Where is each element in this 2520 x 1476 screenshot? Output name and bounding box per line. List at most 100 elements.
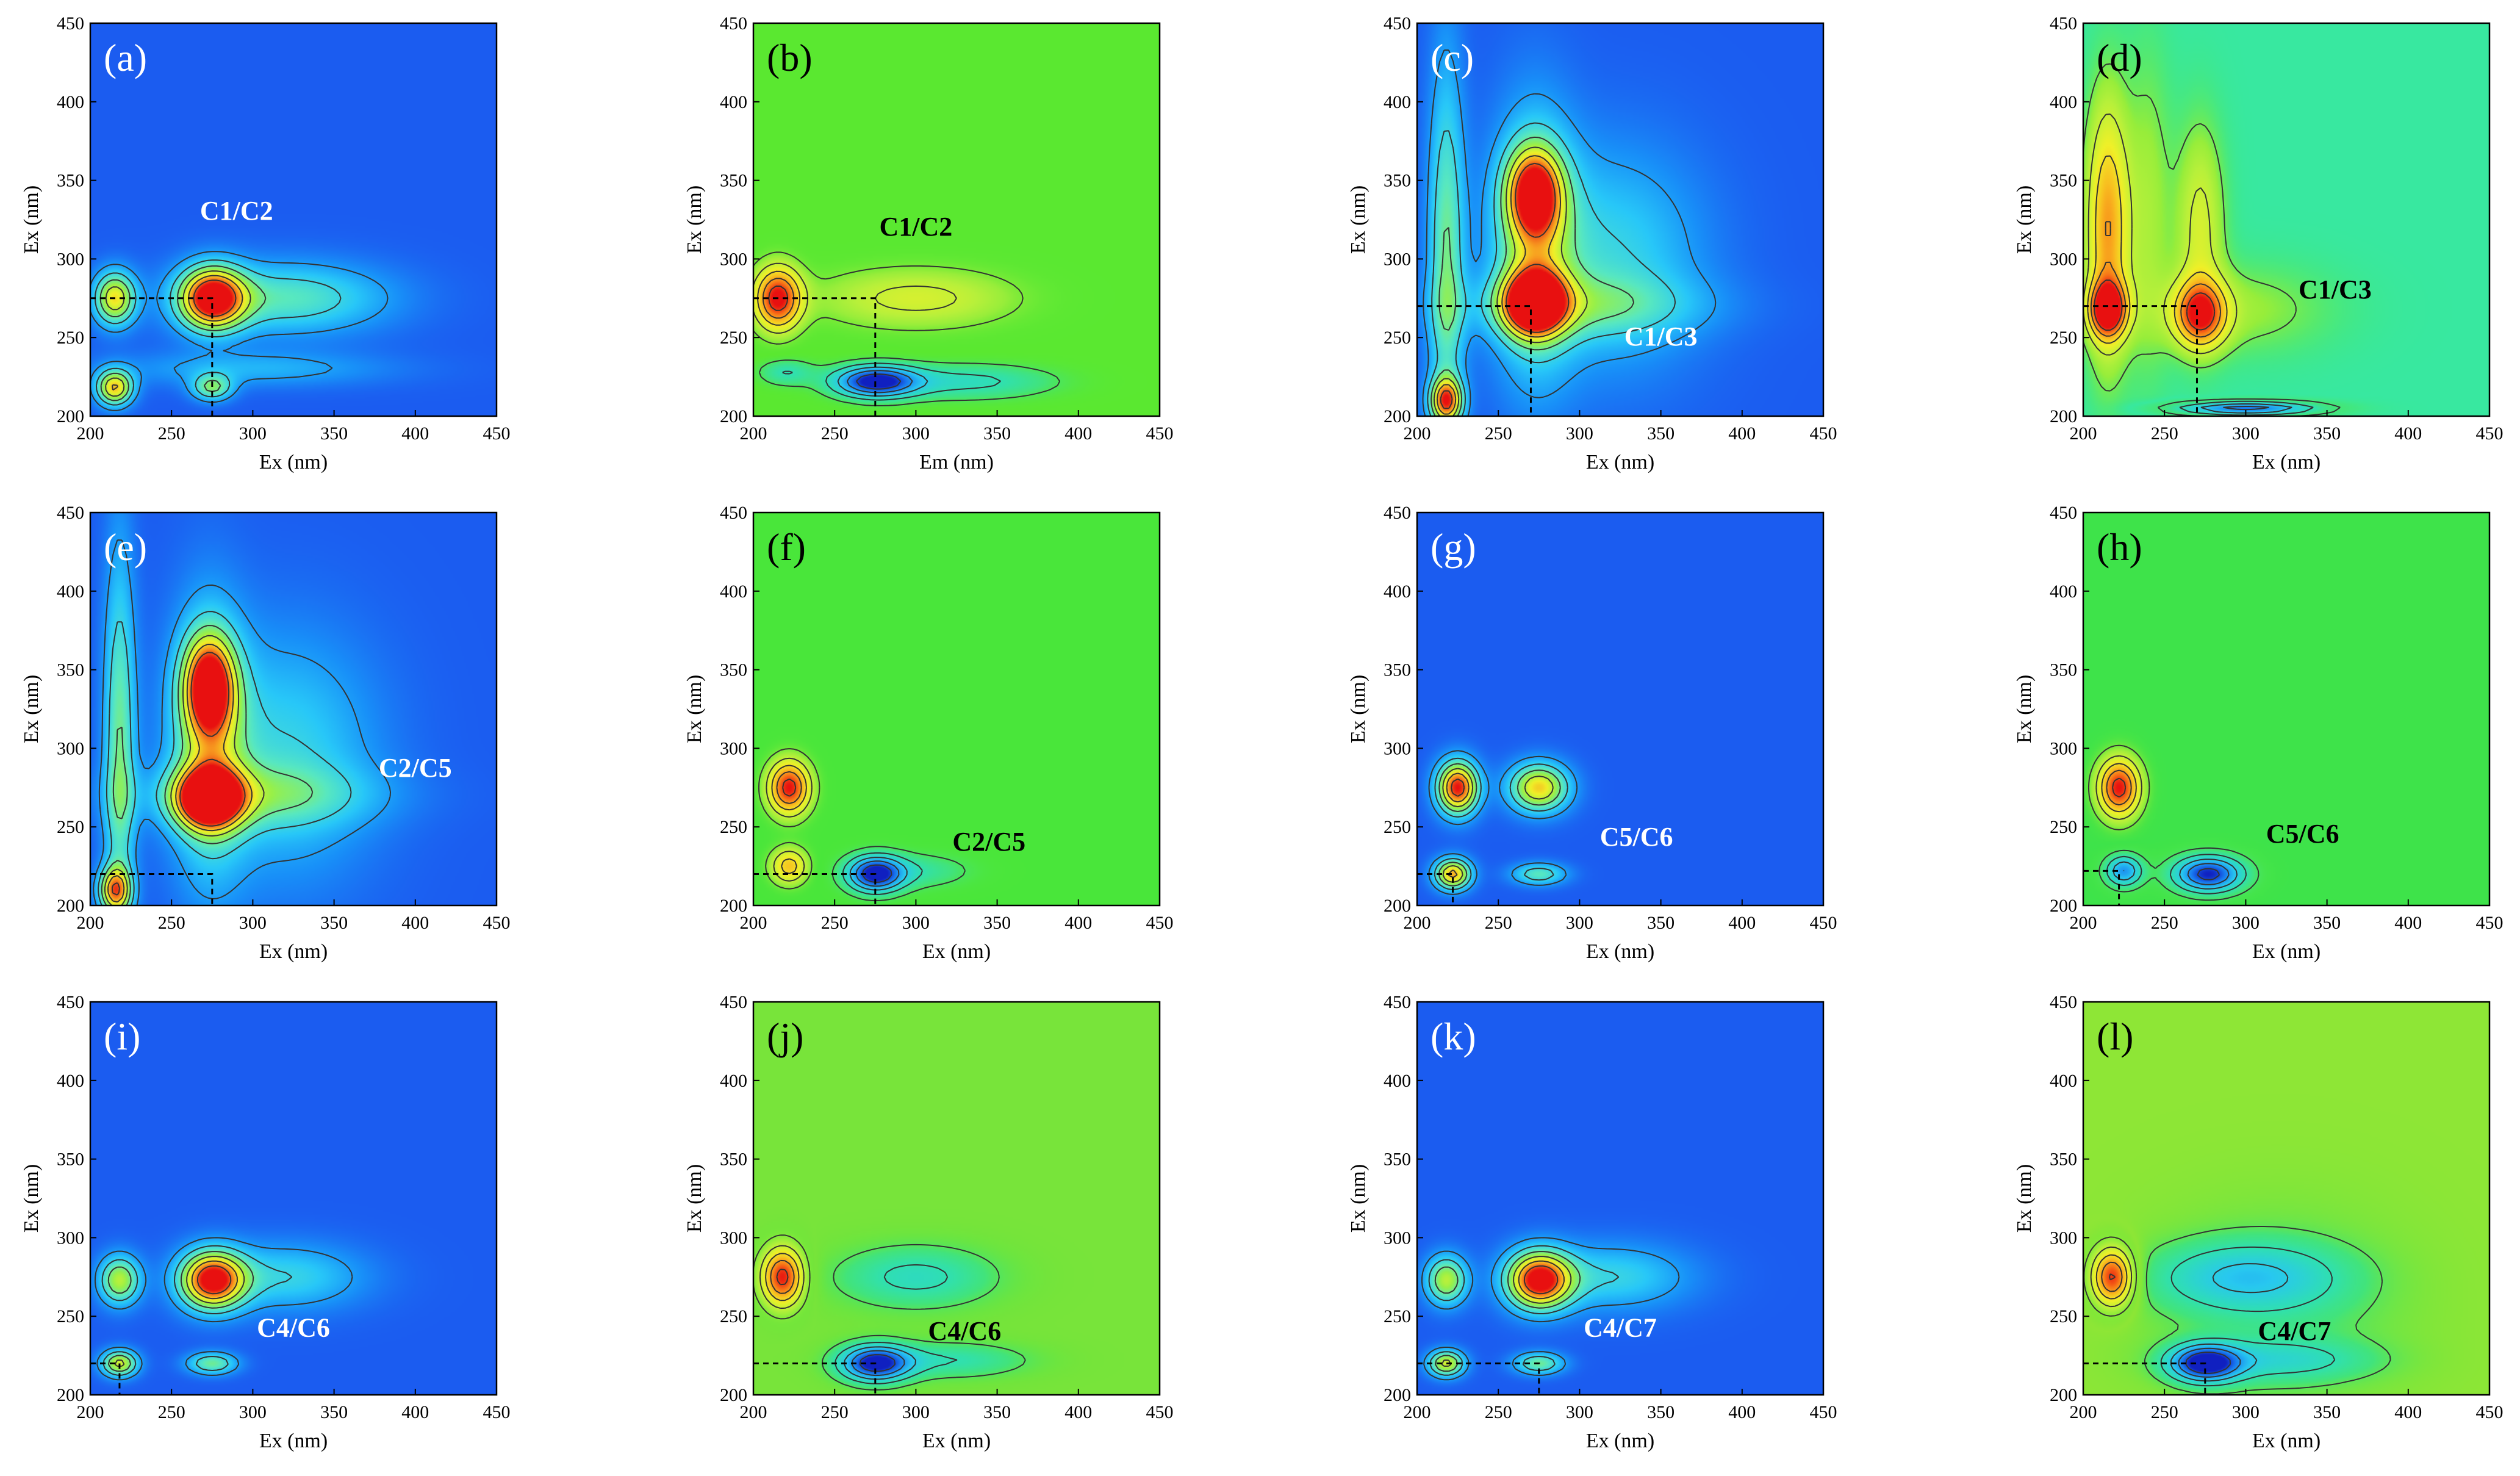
x-tick-label: 450 <box>1810 423 1837 444</box>
panel-letter: (g) <box>1431 525 1476 569</box>
y-tick-label: 450 <box>2050 992 2077 1012</box>
x-tick-label: 450 <box>2476 1402 2504 1422</box>
x-tick-label: 300 <box>2232 913 2260 933</box>
y-axis-label: Ex (nm) <box>20 675 43 743</box>
y-tick-label: 300 <box>720 249 747 269</box>
guide-line <box>1417 1362 1540 1395</box>
guide-line <box>753 1362 877 1395</box>
x-tick-label: 250 <box>1485 913 1512 933</box>
panel-f: 200 250 300 350 400 450 200 250 300 350 400 450 Ex (… <box>683 503 1174 963</box>
y-tick-label: 400 <box>57 92 84 112</box>
contour-lines <box>1422 49 1717 416</box>
component-annotation: C4/C7 <box>2258 1316 2331 1346</box>
x-tick-label: 200 <box>1404 423 1431 444</box>
x-tick-label: 250 <box>2151 423 2178 444</box>
y-tick-label: 350 <box>720 171 747 191</box>
panel-letter: (h) <box>2097 525 2142 569</box>
y-tick-label: 300 <box>1384 738 1411 758</box>
contour-lines <box>753 1234 1026 1391</box>
plot-frame <box>1416 1001 1825 1396</box>
panel-letter: (i) <box>104 1015 140 1058</box>
x-axis-label: Em (nm) <box>919 451 994 473</box>
y-tick-label: 200 <box>1384 1385 1411 1405</box>
y-axis-label: Ex (nm) <box>2013 1164 2036 1233</box>
y-axis-label: Ex (nm) <box>683 675 706 743</box>
panel-letter: (l) <box>2097 1015 2133 1058</box>
plot-frame <box>752 511 1161 907</box>
y-tick-label: 350 <box>1384 171 1411 191</box>
y-tick-label: 450 <box>57 992 84 1012</box>
panel-letter: (d) <box>2097 36 2142 79</box>
y-tick-label: 300 <box>720 738 747 758</box>
x-axis-label: Ex (nm) <box>922 1430 991 1452</box>
y-tick-label: 200 <box>720 406 747 427</box>
x-tick-label: 350 <box>320 423 348 444</box>
y-tick-label: 400 <box>720 581 747 602</box>
y-tick-label: 250 <box>1384 328 1411 348</box>
x-tick-label: 300 <box>239 913 267 933</box>
plot-frame <box>89 511 498 907</box>
y-tick-label: 450 <box>1384 13 1411 34</box>
panel-c: 200 250 300 350 400 450 200 250 300 350 400 450 Ex (… <box>1347 13 1837 473</box>
panel-d: 200 250 300 350 400 450 200 250 300 350 400 450 Ex (… <box>2013 13 2504 473</box>
y-tick-label: 400 <box>57 581 84 602</box>
y-tick-label: 200 <box>1384 896 1411 916</box>
panel-g: 200 250 300 350 400 450 200 250 300 350 400 450 Ex (… <box>1347 503 1837 963</box>
y-tick-label: 350 <box>2050 1150 2077 1170</box>
y-axis-label: Ex (nm) <box>1347 1164 1369 1233</box>
y-tick-label: 250 <box>2050 817 2077 837</box>
contour-lines <box>2083 63 2341 416</box>
guide-line <box>90 1362 121 1395</box>
x-tick-label: 300 <box>239 1402 267 1422</box>
x-tick-label: 200 <box>740 913 767 933</box>
y-tick-label: 250 <box>57 1306 84 1327</box>
panel-letter: (f) <box>767 525 806 569</box>
heatmap-surface <box>90 23 497 416</box>
x-tick-label: 250 <box>158 913 185 933</box>
contour-lines <box>2087 744 2260 901</box>
guide-line <box>90 873 214 905</box>
x-tick-label: 250 <box>2151 913 2178 933</box>
panel-h: 200 250 300 350 400 450 200 250 300 350 400 450 Ex (… <box>2013 503 2504 963</box>
x-tick-label: 300 <box>1566 1402 1593 1422</box>
panel-letter: (c) <box>1431 36 1474 79</box>
x-tick-label: 450 <box>1810 1402 1837 1422</box>
y-tick-label: 250 <box>720 1306 747 1327</box>
y-tick-label: 200 <box>1384 406 1411 427</box>
y-tick-label: 200 <box>57 406 84 427</box>
panel-letter: (b) <box>767 36 813 79</box>
component-annotation: C4/C7 <box>1584 1313 1657 1343</box>
x-tick-label: 450 <box>483 913 511 933</box>
heatmap-surface <box>2083 513 2489 905</box>
y-axis-label: Ex (nm) <box>1347 185 1369 254</box>
x-tick-label: 350 <box>2313 1402 2341 1422</box>
heatmap-surface <box>1417 1002 1823 1395</box>
heatmap-surface <box>90 513 497 905</box>
x-tick-label: 400 <box>2394 913 2422 933</box>
x-tick-label: 350 <box>320 1402 348 1422</box>
component-annotation: C4/C6 <box>928 1316 1001 1346</box>
x-tick-label: 250 <box>158 423 185 444</box>
x-tick-label: 300 <box>1566 913 1593 933</box>
guide-line <box>1417 305 1532 416</box>
y-tick-label: 300 <box>2050 1228 2077 1248</box>
x-tick-label: 400 <box>1728 913 1756 933</box>
x-axis-label: Ex (nm) <box>922 940 991 963</box>
y-tick-label: 350 <box>57 660 84 680</box>
x-tick-label: 450 <box>483 1402 511 1422</box>
x-axis-label: Ex (nm) <box>259 1430 328 1452</box>
y-tick-label: 200 <box>2050 896 2077 916</box>
heatmap-surface <box>1417 513 1823 905</box>
x-tick-label: 450 <box>1146 913 1174 933</box>
panel-i: 200 250 300 350 400 450 200 250 300 350 400 450 Ex (… <box>20 992 511 1452</box>
y-tick-label: 450 <box>57 503 84 523</box>
heatmap-surface <box>753 1002 1160 1395</box>
y-tick-label: 300 <box>1384 249 1411 269</box>
x-tick-label: 450 <box>2476 913 2504 933</box>
contour-lines <box>90 251 389 411</box>
x-tick-label: 400 <box>1728 1402 1756 1422</box>
y-tick-label: 350 <box>1384 660 1411 680</box>
component-annotation: C1/C2 <box>880 212 953 242</box>
plot-frame <box>1416 22 1825 417</box>
